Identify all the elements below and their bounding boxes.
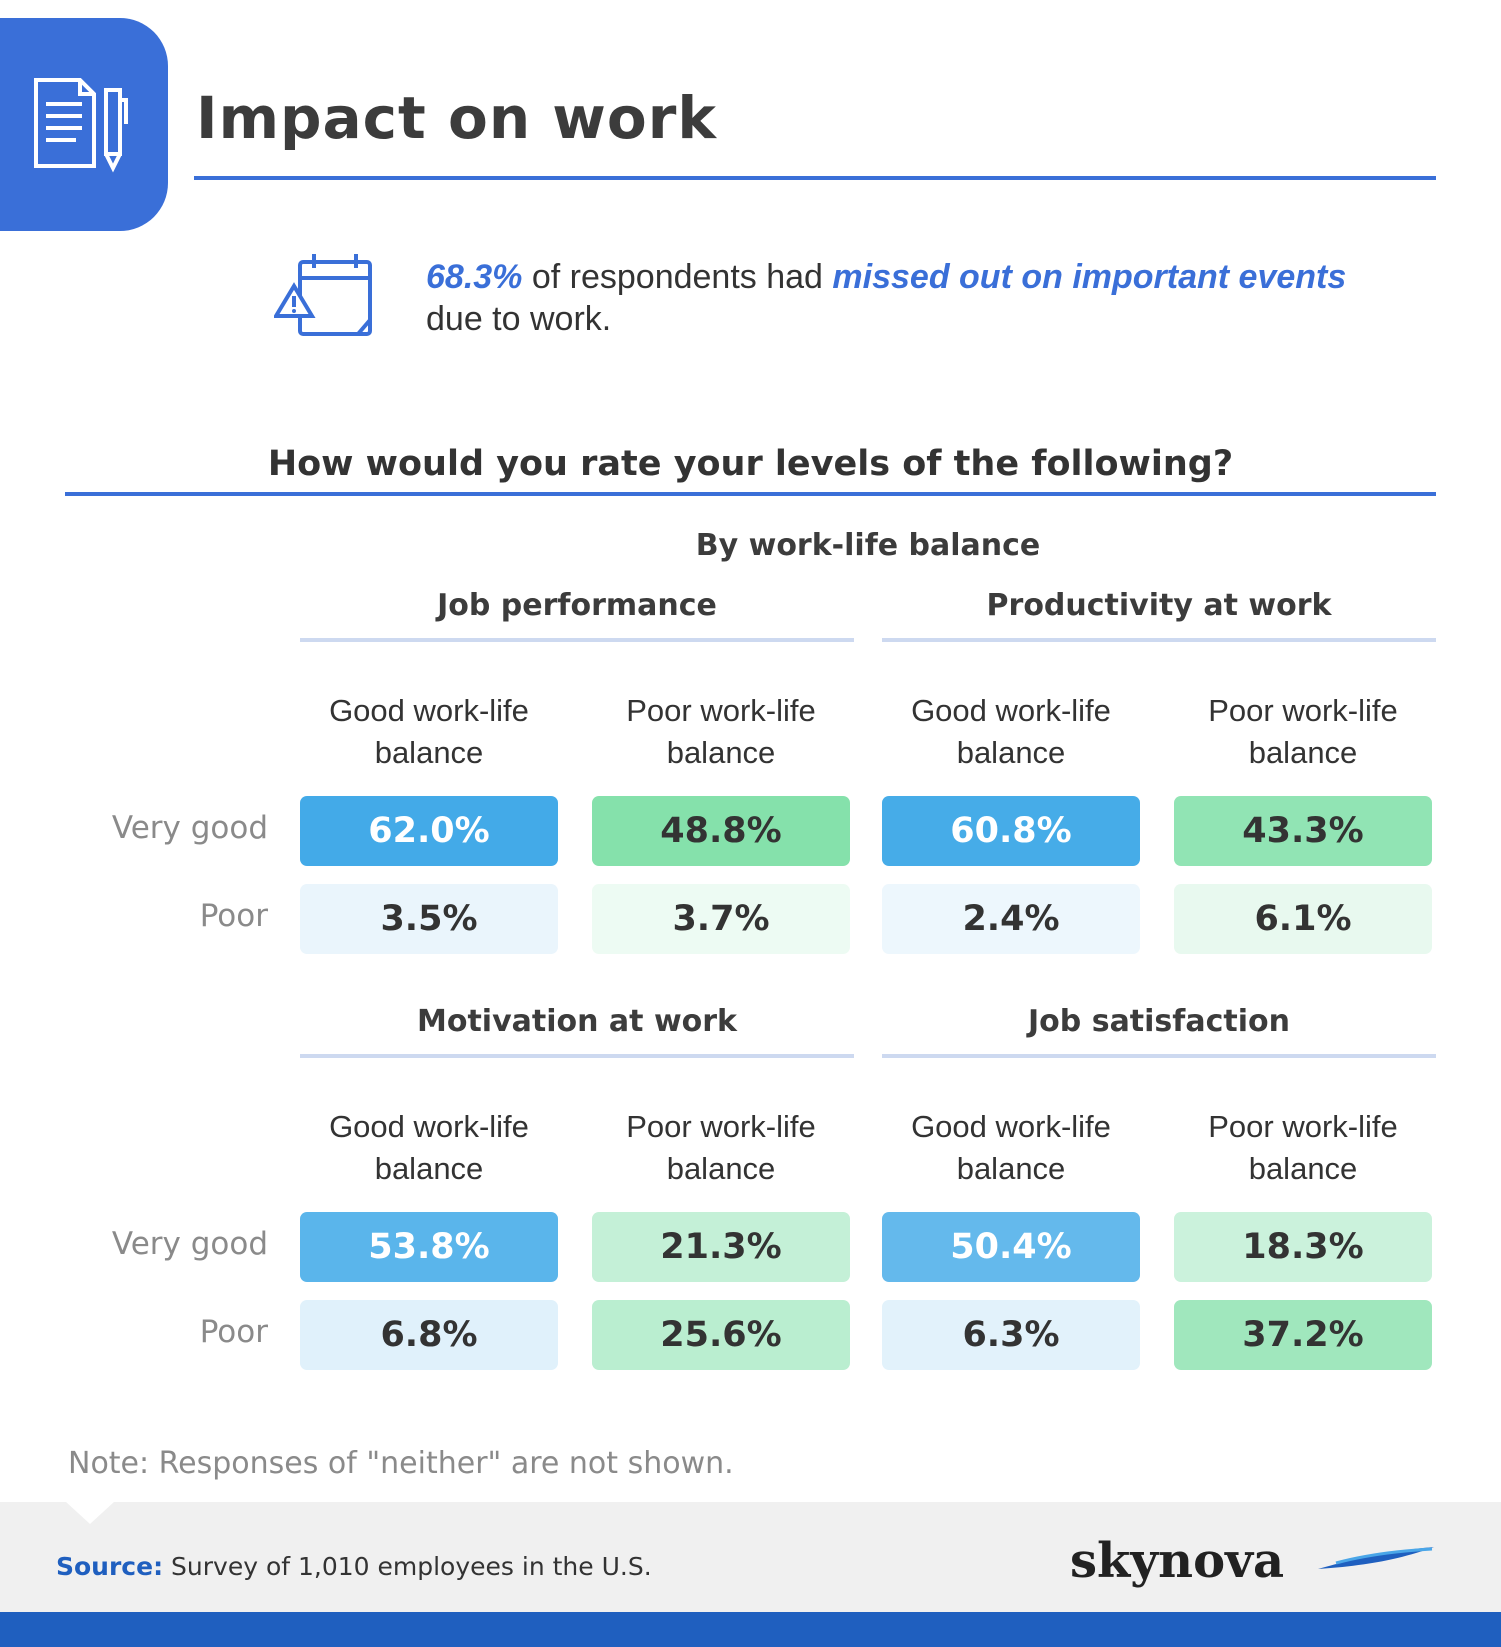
value-cell: 37.2% [1174,1300,1432,1370]
panel-divider-motivation-at-work [300,1054,854,1058]
panel-divider-productivity-at-work [882,638,1436,642]
source-text: Source: Survey of 1,010 employees in the… [56,1552,652,1581]
column-header: Poor work-life balance [626,693,816,770]
source-description: Survey of 1,010 employees in the U.S. [163,1552,652,1581]
panel-title-job-satisfaction: Job satisfaction [1028,1004,1290,1039]
value-cell: 6.3% [882,1300,1140,1370]
footer [0,1502,1501,1612]
skynova-logo: skynova [1070,1533,1285,1589]
source-label: Source: [56,1552,164,1581]
panel-title-job-performance: Job performance [437,588,717,623]
column-header: Good work-life balance [329,1109,529,1186]
panel-title-motivation-at-work: Motivation at work [416,1004,738,1039]
title-divider [194,176,1436,180]
section-heading: How would you rate your levels of the fo… [267,444,1234,484]
callout-highlight: missed out on important events [832,258,1347,296]
panel-divider-job-performance [300,638,854,642]
value-cell: 43.3% [1174,796,1432,866]
header-badge [0,18,168,231]
value-cell: 48.8% [592,796,850,866]
callout-percentage: 68.3% [426,258,523,296]
subheading: By work-life balance [695,528,1041,563]
value-cell: 18.3% [1174,1212,1432,1282]
row-label: Poor [199,1314,268,1350]
panel-title-productivity-at-work: Productivity at work [986,588,1332,623]
value-cell: 50.4% [882,1212,1140,1282]
value-cell: 21.3% [592,1212,850,1282]
row-label: Very good [111,1226,268,1262]
value-cell: 2.4% [882,884,1140,954]
page-title: Impact on work [196,84,717,152]
value-cell: 60.8% [882,796,1140,866]
column-header: Good work-life balance [911,1109,1111,1186]
footnote: Note: Responses of "neither" are not sho… [68,1446,734,1481]
bottom-bar [0,1612,1501,1647]
column-header: Poor work-life balance [1208,1109,1398,1186]
column-header: Good work-life balance [911,693,1111,770]
value-cell: 6.1% [1174,884,1432,954]
value-cell: 25.6% [592,1300,850,1370]
value-cell: 3.7% [592,884,850,954]
footer-notch [66,1502,114,1524]
value-cell: 6.8% [300,1300,558,1370]
document-pen-icon [34,78,128,173]
callout-text-2: due to work. [426,300,612,338]
column-header: Good work-life balance [329,693,529,770]
callout-text-1: of respondents had [522,258,833,296]
value-cell: 62.0% [300,796,558,866]
value-cell: 3.5% [300,884,558,954]
section-divider [65,492,1436,496]
logo-swoosh-icon [1318,1547,1434,1569]
column-header: Poor work-life balance [626,1109,816,1186]
callout-text: 68.3% of respondents had missed out on i… [426,256,1386,340]
row-label: Very good [111,810,268,846]
calendar-warning-icon [274,254,372,336]
column-header: Poor work-life balance [1208,693,1398,770]
panel-divider-job-satisfaction [882,1054,1436,1058]
row-label: Poor [199,898,268,934]
value-cell: 53.8% [300,1212,558,1282]
